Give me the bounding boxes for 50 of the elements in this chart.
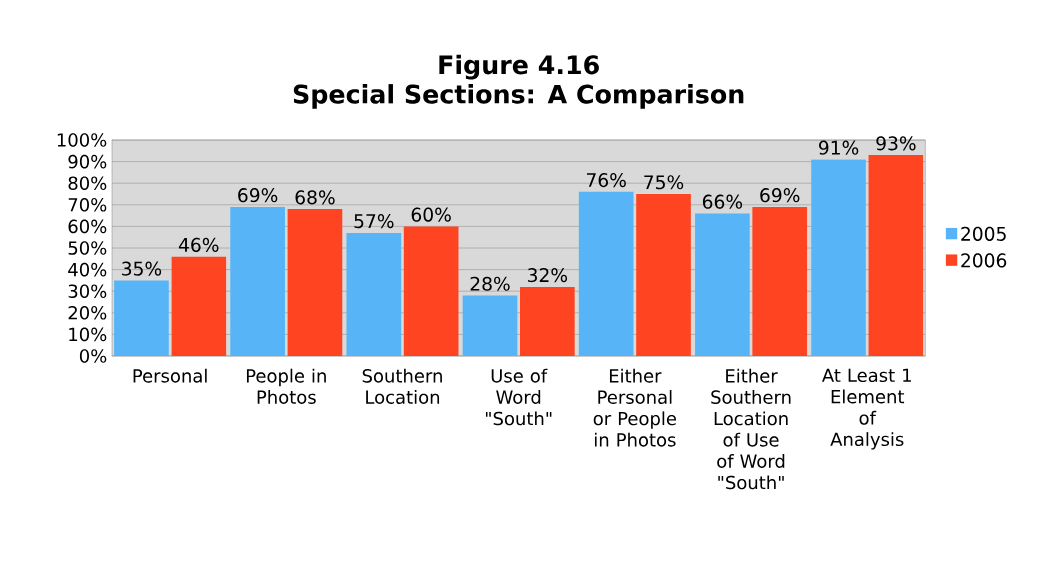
bar <box>171 256 227 356</box>
bar <box>868 155 924 356</box>
bar <box>346 232 402 356</box>
y-tick-label: 0% <box>79 349 107 363</box>
y-tick-label: 10% <box>69 327 107 342</box>
y-tick-label: 70% <box>68 197 107 212</box>
x-tick-label: At Least 1 Element of Analysis <box>822 368 911 450</box>
y-tick-label: 60% <box>68 219 107 234</box>
y-tick-label: 50% <box>68 241 107 255</box>
x-tick-label: People in Photos <box>246 368 326 404</box>
legend-label: 2006 <box>961 253 1007 268</box>
y-tick-label: 100% <box>57 133 107 147</box>
data-label: 68% <box>295 190 335 205</box>
data-label: 93% <box>876 136 916 151</box>
y-tick-label: 20% <box>68 305 107 320</box>
x-tick-label: Either Southern Location of Use of Word "South" <box>711 368 791 490</box>
data-label: 69% <box>238 188 278 203</box>
x-tick-label: Either Personal or People in Photos <box>593 368 677 447</box>
bar <box>695 213 750 356</box>
bar <box>636 194 691 356</box>
data-label: 76% <box>586 173 626 188</box>
y-tick-label: 90% <box>68 154 107 169</box>
bar <box>287 209 343 356</box>
bar <box>811 159 866 356</box>
data-label: 28% <box>470 276 510 291</box>
y-tick-label: 30% <box>68 284 107 299</box>
y-tick-label: 80% <box>68 176 107 191</box>
bar <box>752 206 808 356</box>
bar <box>578 191 634 356</box>
data-label: 32% <box>528 268 568 283</box>
legend-label: 2005 <box>961 226 1006 241</box>
bar <box>462 295 518 356</box>
data-label: 60% <box>411 207 451 222</box>
bar <box>520 286 575 356</box>
data-label: 57% <box>354 214 394 229</box>
y-tick-label: 40% <box>68 262 107 277</box>
chart-title: Figure 4.16 <box>439 54 599 80</box>
x-tick-label: Southern Location <box>362 368 442 404</box>
bar <box>114 280 169 356</box>
data-label: 66% <box>702 194 743 209</box>
data-label: 35% <box>122 261 162 276</box>
chart-subtitle: Special Sections: A Comparison <box>293 84 744 109</box>
x-tick-label: Personal <box>133 368 207 383</box>
data-label: 75% <box>644 175 684 190</box>
data-label: 91% <box>818 140 859 155</box>
x-tick-label: Use of Word "South" <box>485 368 552 426</box>
bar <box>403 226 459 356</box>
data-label: 46% <box>178 237 219 252</box>
data-label: 69% <box>760 188 800 203</box>
bar <box>230 206 285 356</box>
